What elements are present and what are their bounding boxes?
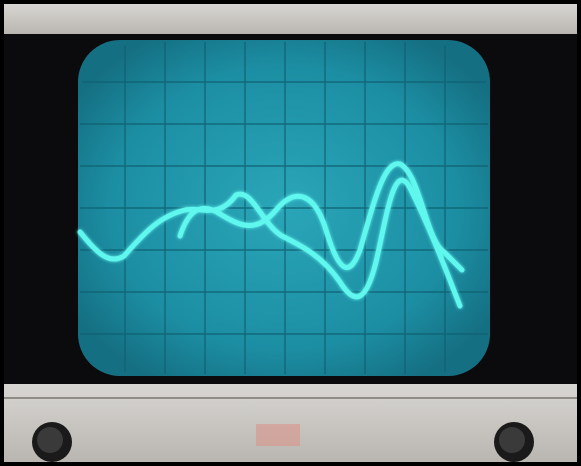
right-knob[interactable] bbox=[494, 422, 534, 462]
top-bezel bbox=[4, 4, 577, 34]
oscilloscope-photo bbox=[0, 0, 581, 466]
red-logo bbox=[256, 424, 300, 446]
control-panel bbox=[4, 384, 577, 462]
left-knob[interactable] bbox=[32, 422, 72, 462]
